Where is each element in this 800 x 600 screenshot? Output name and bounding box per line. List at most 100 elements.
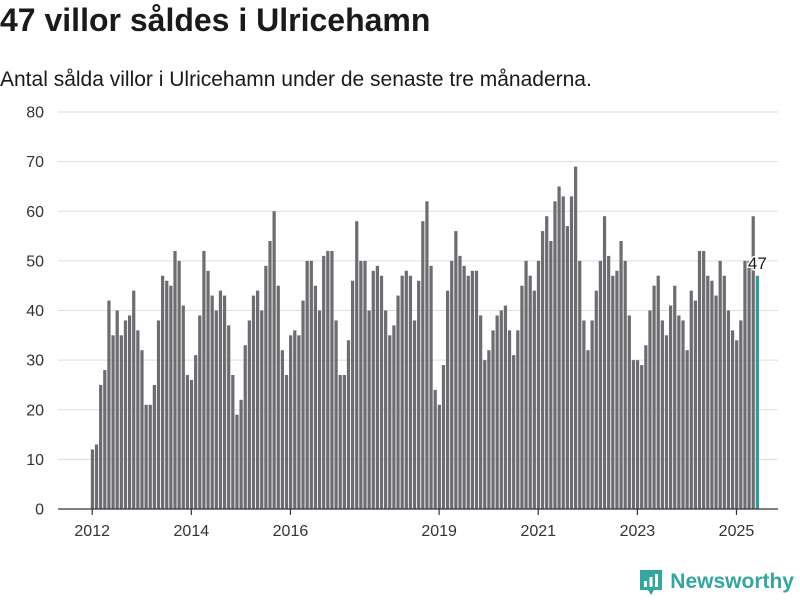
bar [631, 360, 636, 510]
bar [697, 250, 702, 509]
bar [326, 250, 330, 509]
bar [375, 265, 379, 509]
bar [189, 379, 194, 509]
bar [578, 260, 582, 510]
bar [94, 444, 99, 509]
bar [479, 315, 483, 509]
bar [111, 335, 115, 509]
bar [635, 360, 640, 510]
bar [730, 330, 735, 509]
bar [280, 350, 285, 509]
bar [445, 290, 450, 509]
bar [198, 315, 202, 509]
x-tick-label: 2025 [719, 523, 755, 540]
bar [702, 250, 706, 509]
bar [384, 310, 388, 509]
bar [466, 275, 470, 509]
bar [350, 280, 355, 509]
bar [714, 295, 718, 509]
bar [747, 260, 751, 510]
y-tick-label: 50 [26, 253, 44, 270]
bar [99, 384, 103, 509]
x-tick-label: 2012 [74, 523, 110, 540]
y-tick-label: 60 [26, 204, 44, 221]
bar [342, 375, 346, 509]
bar [611, 275, 615, 509]
bar [582, 320, 586, 509]
x-tick-label: 2021 [520, 523, 556, 540]
bar [664, 335, 669, 509]
bar [619, 241, 623, 509]
bar [532, 290, 536, 509]
bar [322, 255, 326, 509]
bar [735, 340, 739, 509]
bar [194, 355, 198, 509]
bar [516, 330, 520, 509]
bar [367, 310, 371, 509]
bar [652, 285, 656, 509]
x-tick-label: 2016 [273, 523, 309, 540]
bar [545, 216, 549, 509]
bar [739, 320, 743, 509]
bar [284, 375, 289, 509]
bar [317, 310, 322, 509]
bar [586, 350, 590, 509]
bar [243, 345, 247, 509]
bar [569, 196, 574, 510]
bar [660, 320, 664, 509]
y-tick-label: 0 [35, 502, 44, 519]
newsworthy-icon [640, 570, 663, 595]
bar [540, 231, 545, 509]
bar [408, 275, 413, 509]
y-tick-label: 40 [26, 303, 44, 320]
y-axis: 0 10 20 30 40 50 60 70 80 [26, 105, 44, 519]
bar [301, 300, 305, 509]
bar [305, 260, 309, 510]
bar [483, 360, 487, 510]
bar [412, 320, 417, 509]
bar [648, 310, 652, 509]
bar [177, 260, 181, 510]
bar [669, 305, 673, 509]
bar [136, 330, 140, 509]
bar [309, 260, 313, 510]
bar [470, 270, 474, 509]
bar [210, 295, 214, 509]
bar [627, 315, 631, 509]
bar [115, 310, 119, 509]
bar [751, 216, 755, 509]
x-tick-label: 2023 [620, 523, 656, 540]
bar [239, 399, 243, 509]
bar [491, 330, 495, 509]
y-tick-label: 80 [26, 105, 44, 122]
bar [441, 365, 446, 509]
bar [553, 201, 557, 509]
bar [450, 260, 454, 510]
bar [289, 335, 293, 509]
bar [264, 265, 268, 509]
bar [251, 295, 256, 509]
y-tick-label: 70 [26, 154, 44, 171]
bar [644, 345, 648, 509]
bar [276, 285, 280, 509]
bar [256, 290, 260, 509]
bar [561, 196, 565, 510]
bar [140, 350, 144, 509]
bar [247, 320, 251, 509]
bar [512, 355, 516, 509]
bar [673, 285, 677, 509]
bar [499, 310, 503, 509]
bar [528, 275, 532, 509]
bar [524, 260, 528, 510]
bar [615, 270, 619, 509]
bar [396, 295, 400, 509]
bar [127, 315, 132, 509]
y-tick-label: 20 [26, 402, 44, 419]
bar [297, 335, 301, 509]
bar [388, 335, 392, 509]
bar [132, 290, 136, 509]
bar [706, 275, 710, 509]
bar [520, 285, 524, 509]
bar [107, 300, 111, 509]
bar [371, 270, 375, 509]
